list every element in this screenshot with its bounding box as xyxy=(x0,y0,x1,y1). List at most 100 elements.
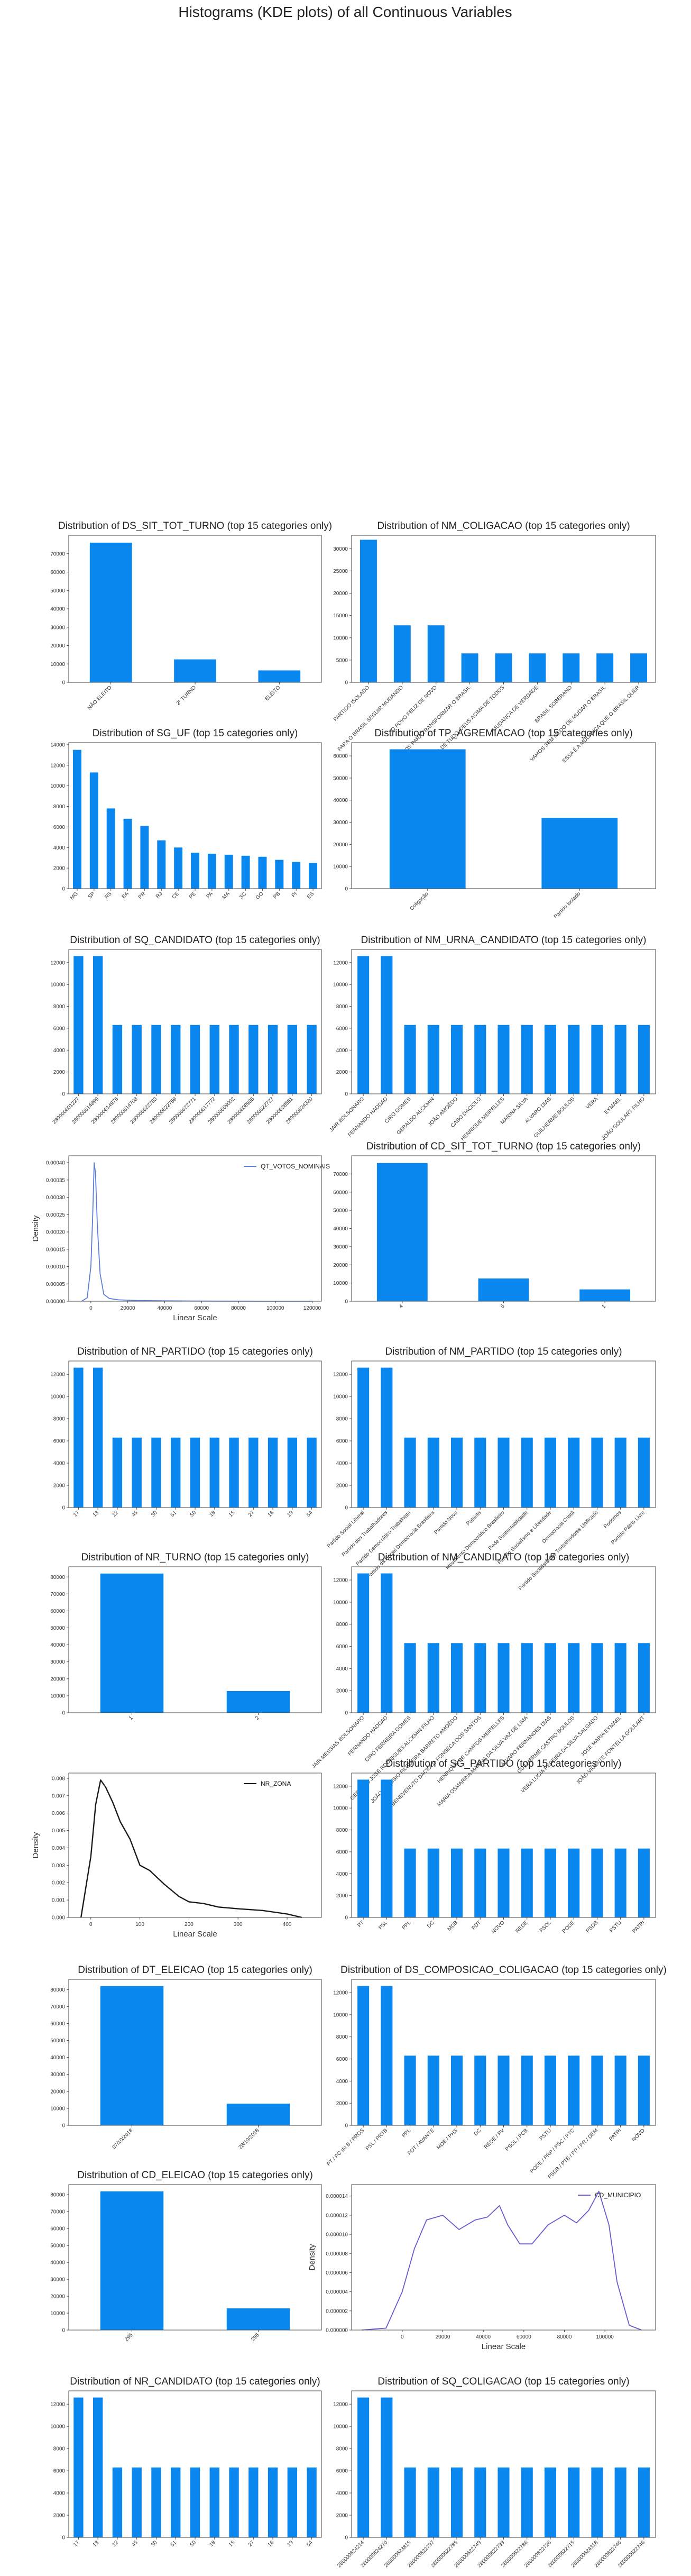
bar xyxy=(174,847,182,889)
x-tick-label: GUILHERME BOULOS xyxy=(533,1096,576,1139)
x-tick-label: 12 xyxy=(111,2540,119,2548)
x-tick-label: 400 xyxy=(283,1922,292,1928)
y-tick-label: 0 xyxy=(62,1092,65,1098)
y-axis-label: Density xyxy=(31,1832,40,1859)
bar xyxy=(521,1438,533,1508)
y-tick-label: 10000 xyxy=(333,864,348,870)
x-tick-label: PARA O BRASIL SEGUIR MUDANDO xyxy=(337,684,404,752)
bar xyxy=(113,2468,122,2537)
bar xyxy=(390,750,466,889)
x-tick-label: NOVO xyxy=(631,2127,646,2143)
y-tick-label: 8000 xyxy=(336,1622,348,1628)
bar xyxy=(591,2056,603,2125)
bar xyxy=(227,2104,290,2125)
y-tick-label: 10000 xyxy=(50,1693,65,1699)
x-tick-label: 100 xyxy=(135,1922,144,1928)
panel-title: Distribution of NM_PARTIDO (top 15 categ… xyxy=(385,1346,622,1357)
x-tick-label: FERNANDO HADDAD xyxy=(347,1096,389,1138)
bar xyxy=(107,808,115,889)
panel-17: Distribution of CD_ELEICAO (top 15 categ… xyxy=(50,2170,321,2343)
x-tick-label: 20000 xyxy=(121,1305,135,1311)
y-tick-label: 4000 xyxy=(336,1666,348,1672)
x-tick-label: BA xyxy=(121,891,130,900)
y-tick-label: 30000 xyxy=(50,2072,65,2078)
bar xyxy=(545,2468,556,2537)
x-tick-label: 30 xyxy=(150,2540,159,2548)
y-tick-label: 20000 xyxy=(50,1676,65,1682)
y-tick-label: 0.00020 xyxy=(46,1230,66,1236)
y-tick-label: 10000 xyxy=(50,783,65,789)
bar xyxy=(90,543,132,682)
bar xyxy=(428,1025,439,1094)
bar xyxy=(307,1025,316,1094)
y-tick-label: 10000 xyxy=(50,982,65,988)
y-tick-label: 0.000 xyxy=(52,1915,65,1921)
y-tick-label: 12000 xyxy=(50,2402,65,2408)
y-tick-label: 2000 xyxy=(336,1893,348,1899)
bar xyxy=(357,2398,369,2537)
y-tick-label: 50000 xyxy=(50,1625,65,1631)
x-tick-label: 2º TURNO xyxy=(176,684,197,706)
y-tick-label: 6000 xyxy=(336,2057,348,2062)
bar xyxy=(541,818,618,889)
y-tick-label: 0 xyxy=(345,887,348,892)
bar xyxy=(309,863,317,889)
y-tick-label: 12000 xyxy=(333,1784,348,1789)
x-tick-label: 54 xyxy=(306,2540,314,2548)
bar xyxy=(307,1438,316,1508)
y-tick-label: 15000 xyxy=(333,613,348,619)
y-tick-label: 0 xyxy=(62,680,65,686)
bar xyxy=(404,1438,416,1508)
y-tick-label: 2000 xyxy=(336,2101,348,2107)
x-tick-label: PSDB / PTB / PP / PR / DEM xyxy=(547,2127,599,2180)
bar xyxy=(638,1643,650,1713)
y-tick-label: 0 xyxy=(345,1711,348,1716)
bar xyxy=(259,670,301,682)
y-tick-label: 50000 xyxy=(50,2038,65,2044)
bar xyxy=(100,1986,164,2125)
y-tick-label: 4000 xyxy=(336,1871,348,1877)
bar xyxy=(268,1025,278,1094)
y-tick-label: 2000 xyxy=(53,2513,66,2519)
y-tick-label: 40000 xyxy=(333,798,348,803)
bar xyxy=(190,1438,200,1508)
y-tick-label: 0.00030 xyxy=(46,1195,66,1201)
bar xyxy=(381,1986,392,2125)
bar xyxy=(615,2468,626,2537)
y-tick-label: 12000 xyxy=(333,1990,348,1996)
x-tick-label: 12 xyxy=(111,1510,119,1518)
bar xyxy=(268,1438,278,1508)
y-tick-label: 4000 xyxy=(53,845,66,851)
panel-title: Distribution of NM_COLIGACAO (top 15 cat… xyxy=(377,520,630,532)
bar xyxy=(497,2468,509,2537)
panel-20: Distribution of SQ_COLIGACAO (top 15 cat… xyxy=(333,2376,656,2569)
bar xyxy=(615,1438,626,1508)
y-tick-label: 0.00005 xyxy=(46,1282,66,1287)
y-tick-label: 30000 xyxy=(333,1244,348,1250)
bar xyxy=(210,1025,219,1094)
x-tick-label: JOSE MARIA EYMAEL xyxy=(580,1715,623,1758)
bar xyxy=(428,1849,439,1917)
x-axis-label: Linear Scale xyxy=(173,1930,217,1939)
y-tick-label: 70000 xyxy=(50,2004,65,2010)
y-tick-label: 0 xyxy=(345,1092,348,1098)
y-tick-label: 70000 xyxy=(50,551,65,557)
panel-3: Distribution of SG_UF (top 15 categories… xyxy=(50,728,321,901)
y-tick-label: 50000 xyxy=(50,588,65,594)
x-tick-label: 16 xyxy=(267,1510,275,1518)
x-tick-label: 51 xyxy=(170,1510,178,1518)
y-tick-label: 4000 xyxy=(336,1048,348,1054)
x-tick-label: 296 xyxy=(250,2332,261,2343)
bar xyxy=(451,1438,463,1508)
y-tick-label: 6000 xyxy=(336,2469,348,2474)
kde-line xyxy=(81,1780,302,1917)
x-axis-label: Linear Scale xyxy=(482,2342,526,2351)
x-tick-label: PT / PC do B / PROS xyxy=(326,2127,365,2167)
x-tick-label: MA xyxy=(221,891,231,901)
bar xyxy=(190,2468,200,2537)
panel-title: Distribution of TP_AGREMIACAO (top 15 ca… xyxy=(374,728,633,739)
bar xyxy=(591,1025,603,1094)
bar xyxy=(357,1779,369,1917)
y-tick-label: 10000 xyxy=(333,1600,348,1605)
